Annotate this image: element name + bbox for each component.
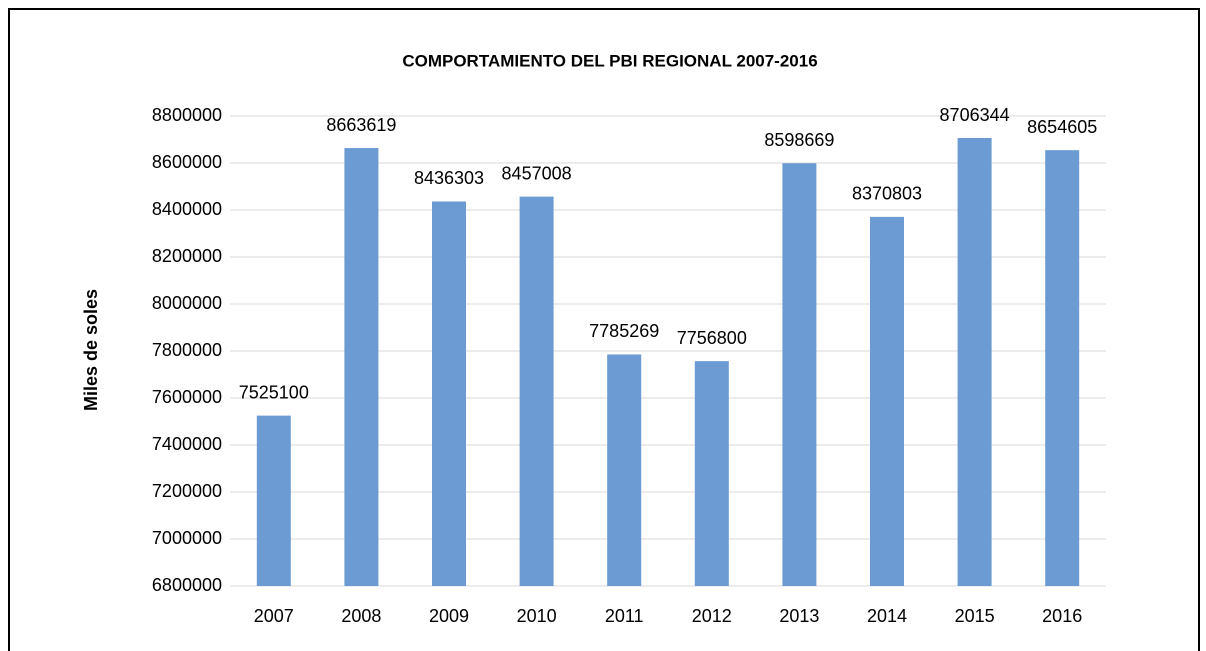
x-tick-label: 2015 xyxy=(955,606,995,626)
x-tick-label: 2013 xyxy=(779,606,819,626)
y-tick-label: 7200000 xyxy=(152,481,222,501)
y-axis-title: Miles de soles xyxy=(81,289,101,411)
bar xyxy=(432,201,466,586)
x-tick-label: 2011 xyxy=(605,606,644,626)
y-tick-label: 7600000 xyxy=(152,387,222,407)
data-label: 8598669 xyxy=(764,130,834,150)
data-label: 7525100 xyxy=(239,382,309,402)
y-tick-label: 6800000 xyxy=(152,575,222,595)
x-tick-label: 2012 xyxy=(692,606,732,626)
data-label: 8457008 xyxy=(502,163,572,183)
bar xyxy=(519,196,554,586)
data-label: 8370803 xyxy=(852,184,922,204)
x-tick-label: 2010 xyxy=(517,606,557,626)
y-tick-label: 8800000 xyxy=(152,105,222,125)
data-label: 8654605 xyxy=(1027,117,1097,137)
x-tick-label: 2008 xyxy=(341,606,381,626)
y-tick-label: 7800000 xyxy=(152,340,222,360)
y-tick-label: 8400000 xyxy=(152,199,222,219)
bar xyxy=(957,138,992,586)
bar xyxy=(694,361,729,586)
y-tick-label: 8200000 xyxy=(152,246,222,266)
bar xyxy=(344,148,379,586)
bar xyxy=(256,415,291,586)
y-tick-label: 7000000 xyxy=(152,528,222,548)
y-tick-label: 8000000 xyxy=(152,293,222,313)
x-tick-label: 2014 xyxy=(867,606,907,626)
y-tick-label: 7400000 xyxy=(152,434,222,454)
y-tick-label: 8600000 xyxy=(152,152,222,172)
data-label: 8706344 xyxy=(940,105,1010,125)
bar xyxy=(782,163,817,586)
bar xyxy=(870,216,904,586)
chart-title: COMPORTAMIENTO DEL PBI REGIONAL 2007-201… xyxy=(402,51,817,70)
bar xyxy=(1045,150,1080,586)
x-tick-label: 2016 xyxy=(1042,606,1082,626)
data-label: 7756800 xyxy=(677,328,747,348)
bar xyxy=(607,354,642,586)
data-label: 8436303 xyxy=(414,168,484,188)
x-tick-label: 2009 xyxy=(429,606,469,626)
data-label: 7785269 xyxy=(589,321,659,341)
x-tick-label: 2007 xyxy=(254,606,294,626)
data-label: 8663619 xyxy=(326,115,396,135)
